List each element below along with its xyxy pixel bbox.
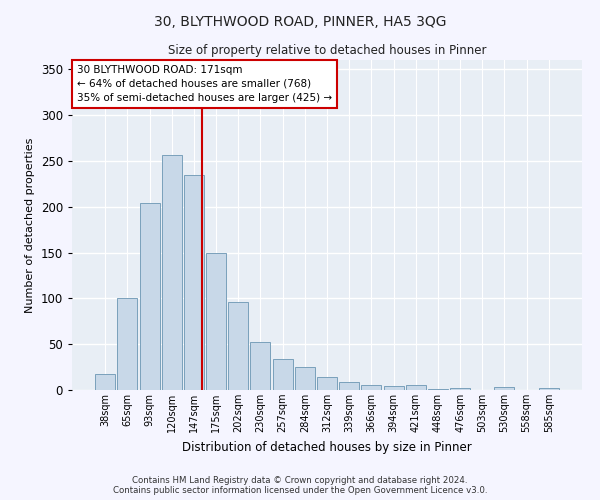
Bar: [361, 386, 382, 390]
Bar: [206, 252, 226, 390]
Text: 30 BLYTHWOOD ROAD: 171sqm
← 64% of detached houses are smaller (768)
35% of semi: 30 BLYTHWOOD ROAD: 171sqm ← 64% of detac…: [77, 65, 332, 103]
Bar: [295, 367, 315, 390]
Text: Contains HM Land Registry data © Crown copyright and database right 2024.
Contai: Contains HM Land Registry data © Crown c…: [113, 476, 487, 495]
Y-axis label: Number of detached properties: Number of detached properties: [25, 138, 35, 312]
Bar: [339, 382, 359, 390]
Bar: [406, 386, 426, 390]
Bar: [317, 377, 337, 390]
Bar: [272, 359, 293, 390]
Bar: [383, 386, 404, 390]
Text: 30, BLYTHWOOD ROAD, PINNER, HA5 3QG: 30, BLYTHWOOD ROAD, PINNER, HA5 3QG: [154, 15, 446, 29]
Bar: [95, 374, 115, 390]
Bar: [140, 203, 160, 390]
Bar: [184, 174, 204, 390]
Bar: [494, 387, 514, 390]
Bar: [539, 388, 559, 390]
Title: Size of property relative to detached houses in Pinner: Size of property relative to detached ho…: [168, 44, 486, 58]
Bar: [228, 302, 248, 390]
Bar: [250, 342, 271, 390]
Bar: [118, 298, 137, 390]
Bar: [450, 388, 470, 390]
Bar: [162, 156, 182, 390]
X-axis label: Distribution of detached houses by size in Pinner: Distribution of detached houses by size …: [182, 440, 472, 454]
Bar: [428, 389, 448, 390]
